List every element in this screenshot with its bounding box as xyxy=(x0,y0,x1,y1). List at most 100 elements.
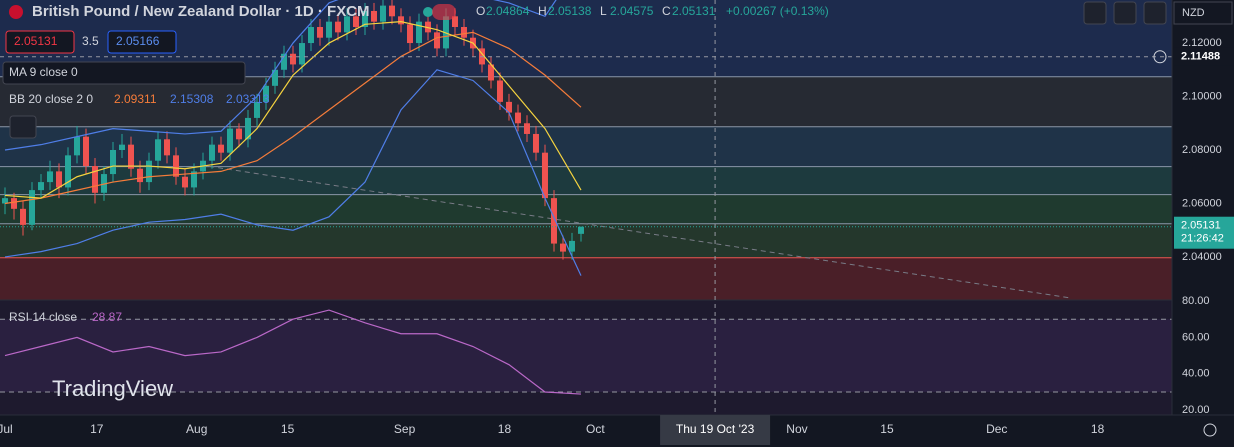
candle-body xyxy=(487,64,494,81)
candle-body xyxy=(172,155,179,177)
symbol: British Pound / New Zealand Dollar · 1D … xyxy=(32,3,370,20)
x-tick-label: 18 xyxy=(1091,422,1105,436)
candle-body xyxy=(154,139,161,161)
candle-body xyxy=(2,198,9,204)
x-tick-label: Dec xyxy=(986,422,1007,436)
add-alert[interactable] xyxy=(1153,50,1167,64)
candle-body xyxy=(47,171,54,183)
currency: NZD xyxy=(1182,7,1205,19)
crosshair-price-box xyxy=(1174,47,1234,66)
crosshair-price: 2.11488 xyxy=(1181,51,1220,63)
bid-box[interactable] xyxy=(5,30,75,54)
candle-body xyxy=(397,16,404,25)
candle-body xyxy=(550,198,557,244)
rsi-legend: RSI 14 close xyxy=(9,310,77,324)
candle-body xyxy=(289,53,296,65)
ask-box[interactable] xyxy=(107,30,177,54)
toolbar-button[interactable] xyxy=(1113,1,1137,25)
indicator-line xyxy=(4,309,582,395)
toolbar-button[interactable] xyxy=(1083,1,1107,25)
candle-body xyxy=(514,112,521,124)
y-tick-label: 2.08000 xyxy=(1182,144,1222,156)
ohlc-label: L xyxy=(600,4,607,18)
candle-body xyxy=(406,24,413,44)
rsi-tick-label: 40.00 xyxy=(1182,368,1210,380)
crosshair-date: Thu 19 Oct '23 xyxy=(676,422,755,436)
candle-body xyxy=(83,136,90,167)
candle-body xyxy=(577,226,584,234)
status xyxy=(423,7,433,17)
bb-value: 2.15308 xyxy=(170,92,214,106)
toolbar-button[interactable] xyxy=(1143,1,1167,25)
candle-body xyxy=(451,16,458,28)
candle-body xyxy=(235,128,242,140)
candle-body xyxy=(38,182,45,191)
x-tick-label: 17 xyxy=(90,422,104,436)
candle-body xyxy=(442,16,449,49)
candle-body xyxy=(11,198,18,209)
ohlc-label: C xyxy=(662,4,671,18)
x-tick-label: Nov xyxy=(786,422,807,436)
candle-body xyxy=(92,166,99,193)
y-tick-label: 2.10000 xyxy=(1182,90,1222,102)
candle-body xyxy=(208,144,215,161)
y-tick-label: 2.12000 xyxy=(1182,37,1222,49)
ma-legend: MA 9 close 0 xyxy=(9,65,78,79)
settings[interactable] xyxy=(1203,423,1217,437)
candle-body xyxy=(190,171,197,188)
candle-body xyxy=(424,21,431,33)
spread: 3.5 xyxy=(82,34,99,48)
crosshair-date-box xyxy=(660,415,771,445)
candle-body xyxy=(361,10,368,28)
countdown: 21:26:42 xyxy=(1181,233,1224,245)
zone xyxy=(0,194,1172,224)
candle-body xyxy=(244,117,251,140)
x-tick-label: 15 xyxy=(880,422,894,436)
candle-body xyxy=(460,27,467,38)
candle-body xyxy=(379,5,386,22)
candle-body xyxy=(136,168,143,183)
candle-body xyxy=(29,190,36,225)
candle-body xyxy=(352,16,359,28)
candle-body xyxy=(523,123,530,134)
candle-body xyxy=(568,240,575,252)
candle-body xyxy=(388,5,395,17)
candle-body xyxy=(343,16,350,33)
change: +0.00267 (+0.13%) xyxy=(726,4,829,18)
ohlc-value: 2.05138 xyxy=(548,4,592,18)
candle-body xyxy=(325,21,332,38)
candle-body xyxy=(505,101,512,113)
candle-body xyxy=(217,144,224,153)
candle-body xyxy=(128,144,135,169)
y-tick-label: 2.04000 xyxy=(1182,251,1222,263)
symbol-flag xyxy=(9,5,23,19)
zone xyxy=(0,257,1172,300)
ohlc-label: O xyxy=(476,4,485,18)
candle-body xyxy=(119,144,126,150)
collapse-button[interactable] xyxy=(9,115,37,139)
candle-body xyxy=(226,128,233,153)
currency-box[interactable] xyxy=(1173,1,1233,25)
candle-body xyxy=(181,176,188,188)
ohlc-value: 2.04575 xyxy=(610,4,654,18)
x-tick-label: 15 xyxy=(281,422,295,436)
candle-body xyxy=(101,174,108,193)
bid: 2.05131 xyxy=(14,34,58,48)
rsi-tick-label: 80.00 xyxy=(1182,295,1210,307)
candle-body xyxy=(145,160,152,183)
candle-body xyxy=(307,27,314,44)
ma-legend-box[interactable] xyxy=(2,61,246,85)
candle-body xyxy=(541,152,548,199)
rsi-tick-label: 20.00 xyxy=(1182,404,1210,416)
x-tick-label: Sep xyxy=(394,422,416,436)
price-axis xyxy=(1172,0,1234,415)
indicator-line xyxy=(4,31,582,205)
ask: 2.05166 xyxy=(116,34,160,48)
bb-legend: BB 20 close 2 0 xyxy=(9,92,93,106)
x-tick-label: Jul xyxy=(0,422,13,436)
candle-body xyxy=(163,139,170,156)
candle-body xyxy=(532,133,539,153)
time-axis xyxy=(0,415,1234,447)
rsi-value: 28.87 xyxy=(92,310,122,324)
candle-body xyxy=(253,101,260,118)
